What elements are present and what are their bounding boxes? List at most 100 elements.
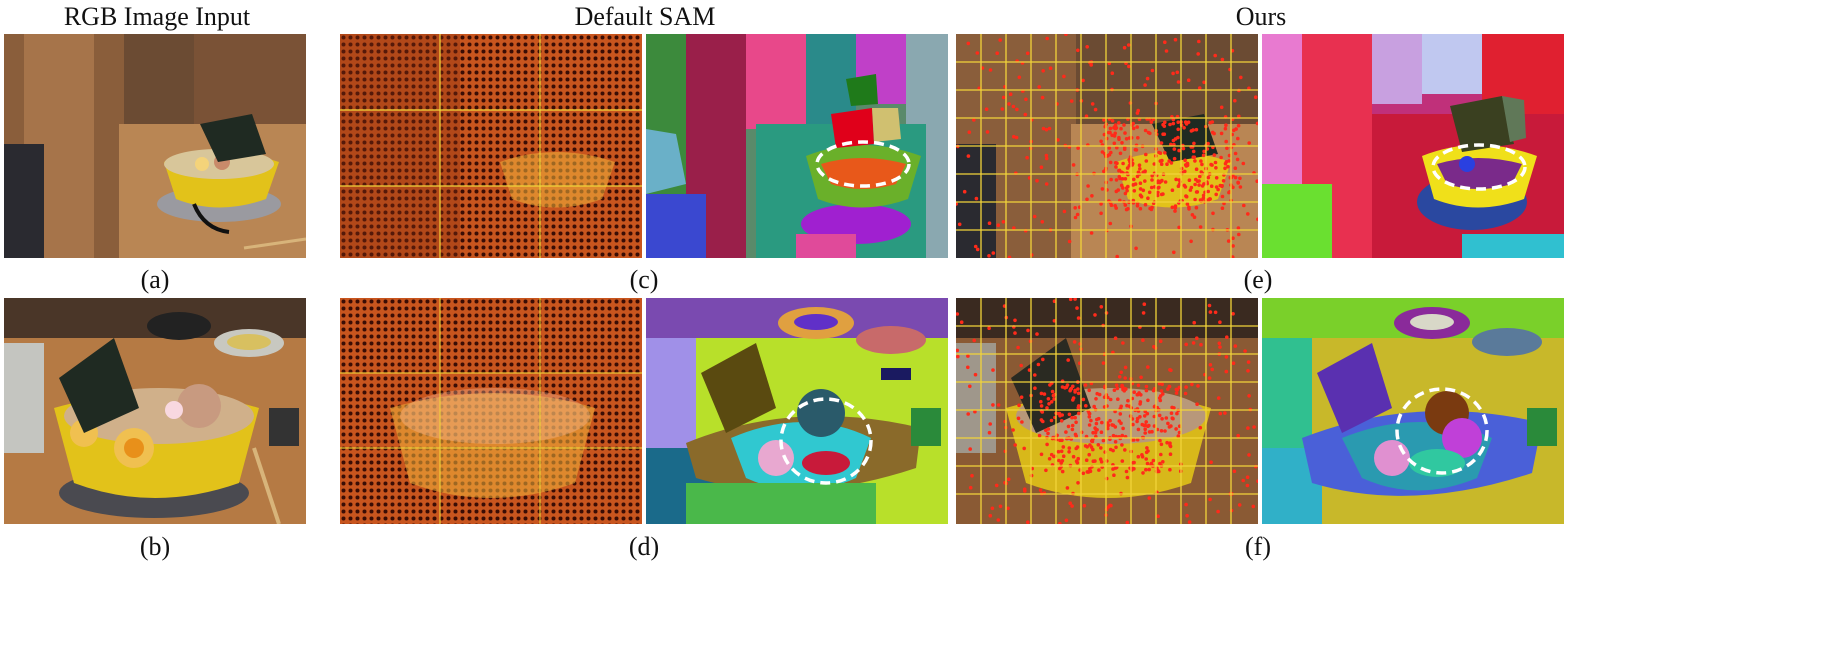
sample-point [1163, 40, 1167, 44]
sample-point [1193, 159, 1197, 163]
sample-point [1242, 203, 1246, 208]
sample-point [1218, 320, 1222, 324]
sample-point [1000, 107, 1005, 111]
sample-point [1119, 370, 1123, 375]
sample-point [1233, 151, 1238, 156]
sample-point [1159, 442, 1164, 447]
sample-point [1159, 179, 1163, 184]
sample-point [995, 51, 999, 55]
sample-point [988, 68, 993, 72]
sample-point [1073, 388, 1077, 393]
sample-point [1144, 457, 1148, 461]
sample-point [1057, 458, 1061, 463]
sample-point [1046, 431, 1050, 436]
sample-point [1107, 152, 1112, 157]
sample-point [1216, 509, 1220, 514]
sample-point [1176, 120, 1180, 124]
sample-point [1169, 142, 1173, 147]
sample-point [1158, 438, 1162, 443]
sample-point [1056, 449, 1061, 454]
sample-point [1150, 173, 1154, 178]
sample-point [1087, 411, 1091, 416]
sample-point [1113, 440, 1118, 444]
sample-point [1159, 192, 1164, 197]
sample-point [991, 403, 995, 407]
sample-point [1131, 126, 1136, 131]
sample-point [1158, 339, 1163, 343]
sample-point [1040, 220, 1045, 224]
sample-point [1138, 206, 1143, 211]
sample-point [1044, 468, 1048, 473]
sample-point [1011, 104, 1016, 109]
sample-point [1247, 453, 1251, 457]
sample-point [1044, 156, 1049, 161]
sample-point [1169, 424, 1173, 428]
sample-point [1123, 448, 1127, 452]
sample-point [1039, 404, 1044, 408]
sample-point [1157, 185, 1161, 190]
sample-point [1237, 114, 1241, 119]
sample-point [1134, 148, 1139, 152]
sample-point [1148, 131, 1152, 136]
sample-point [1076, 481, 1080, 485]
sample-point [1076, 391, 1081, 396]
sample-point [1237, 503, 1242, 507]
sample-point [1135, 174, 1140, 179]
sample-point [1219, 105, 1224, 110]
sample-point [1192, 141, 1196, 146]
sample-point [1231, 173, 1235, 178]
sample-point [1077, 411, 1081, 416]
sample-point [1060, 438, 1064, 443]
sample-point [1135, 437, 1140, 442]
segmentation-masks-1 [646, 34, 948, 258]
sample-point [1084, 114, 1089, 118]
sample-point [1226, 239, 1231, 243]
sample-point [956, 354, 960, 359]
sample-point [1177, 225, 1181, 230]
sample-point [1245, 483, 1250, 488]
sample-point [1058, 521, 1062, 524]
sample-point [1176, 127, 1180, 132]
header-ours: Ours [1235, 2, 1287, 31]
sample-point [1169, 411, 1174, 415]
sample-point [1039, 452, 1044, 457]
sample-point [1209, 460, 1213, 464]
sample-point [1172, 250, 1176, 255]
sample-point [1142, 302, 1147, 306]
photo-ramen-1 [4, 34, 306, 258]
sample-point [1070, 415, 1074, 420]
sample-point [1112, 388, 1117, 392]
sample-point [1083, 383, 1088, 387]
sample-point [1144, 152, 1148, 157]
sample-point [973, 409, 977, 414]
sample-point [990, 506, 995, 511]
sample-point [1152, 424, 1157, 428]
sample-point [1123, 131, 1127, 135]
sample-point [1197, 183, 1201, 187]
sample-point [1195, 402, 1199, 406]
sample-point [1143, 427, 1147, 431]
sample-point [1231, 312, 1235, 316]
sample-point [1127, 163, 1132, 168]
sample-point [973, 244, 978, 249]
sample-point [1108, 130, 1112, 135]
sample-point [1192, 320, 1196, 325]
sample-point [1157, 413, 1162, 418]
sample-point [1236, 433, 1240, 438]
sample-point [1113, 336, 1118, 340]
sample-point [1189, 239, 1193, 244]
sample-point [1076, 316, 1081, 320]
sample-point [1140, 453, 1144, 457]
sample-point [959, 320, 964, 324]
sample-point [1202, 80, 1206, 85]
sample-point [1190, 213, 1195, 217]
sample-point [1150, 178, 1154, 182]
sample-point [1074, 446, 1078, 451]
sample-point [1192, 215, 1197, 219]
sample-point [1138, 415, 1142, 419]
sample-point [1221, 179, 1226, 183]
highlight-ellipse-c [815, 140, 911, 188]
sample-point [1120, 177, 1125, 181]
sample-point [1144, 450, 1149, 455]
sample-point [1110, 133, 1114, 138]
